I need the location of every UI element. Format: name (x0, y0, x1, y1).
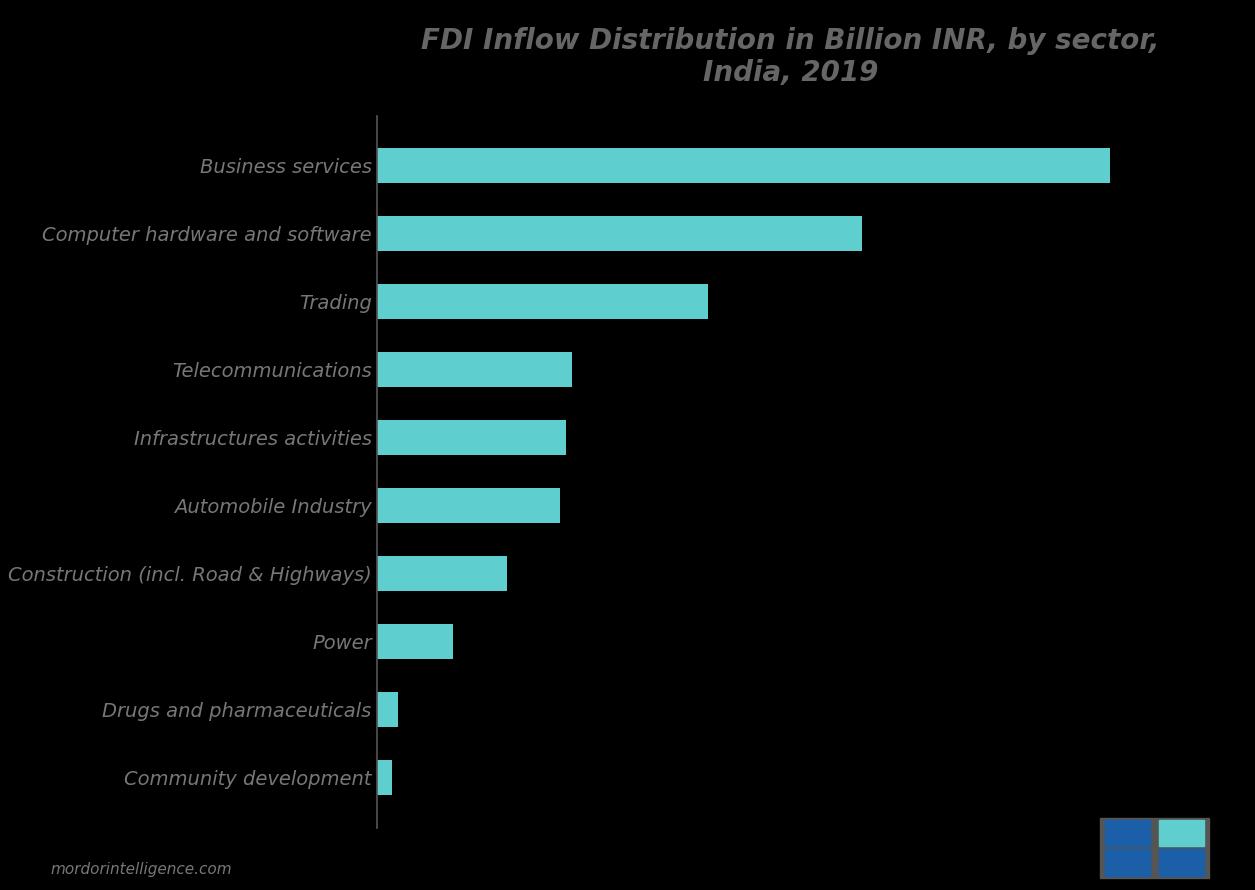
Bar (1160, 820, 1205, 846)
Bar (376, 216, 862, 251)
Bar (376, 692, 398, 727)
Bar (376, 488, 560, 523)
Bar (376, 420, 566, 456)
Bar (1104, 849, 1150, 876)
Bar (1160, 849, 1205, 876)
Bar (376, 624, 453, 659)
Bar (376, 760, 392, 796)
Bar (376, 556, 507, 591)
Bar (376, 148, 1111, 183)
Bar (376, 284, 708, 320)
Bar (1104, 820, 1150, 846)
Bar (376, 352, 572, 387)
Text: mordorintelligence.com: mordorintelligence.com (50, 862, 232, 877)
Title: FDI Inflow Distribution in Billion INR, by sector,
India, 2019: FDI Inflow Distribution in Billion INR, … (422, 27, 1160, 87)
